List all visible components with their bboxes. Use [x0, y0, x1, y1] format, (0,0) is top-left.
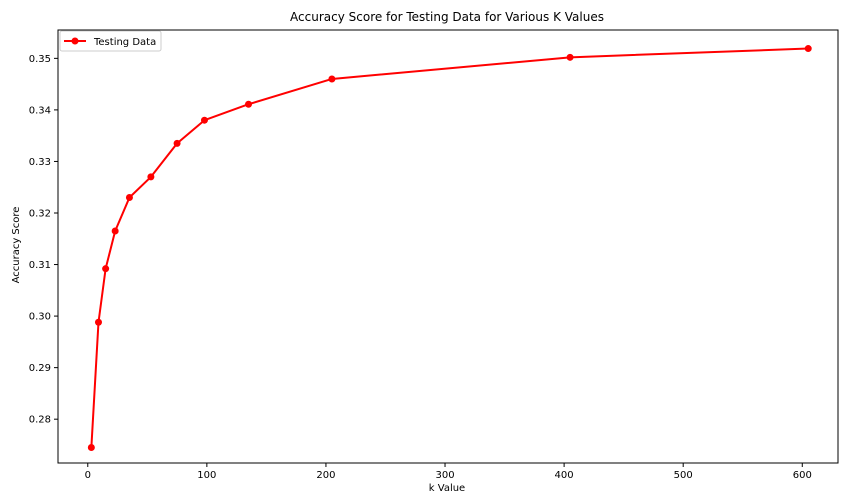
data-point: [804, 45, 812, 53]
y-axis: 0.28 0.29 0.30 0.31 0.32 0.33 0.34 0.35: [29, 54, 58, 426]
series-line: [90, 47, 809, 448]
data-point: [566, 53, 574, 61]
x-tick-label: 0: [85, 470, 91, 481]
chart-title: Accuracy Score for Testing Data for Vari…: [290, 10, 604, 24]
y-tick-label: 0.31: [29, 260, 51, 271]
data-point: [111, 227, 119, 235]
legend-label: Testing Data: [93, 37, 156, 48]
legend: Testing Data: [59, 30, 162, 52]
x-tick-label: 200: [316, 470, 335, 481]
data-point: [245, 100, 253, 108]
data-point: [94, 318, 102, 326]
legend-marker-swatch: [71, 37, 79, 45]
x-tick-label: 500: [674, 470, 693, 481]
x-axis: 0 100 200 300 400 500 600: [85, 463, 812, 481]
plot-frame: [57, 29, 839, 464]
x-tick-label: 100: [197, 470, 216, 481]
data-point: [87, 444, 95, 452]
y-tick-label: 0.35: [29, 54, 51, 65]
legend-box: [59, 30, 162, 52]
y-tick-label: 0.30: [29, 312, 51, 323]
data-point: [200, 116, 208, 124]
y-tick-label: 0.32: [29, 208, 51, 219]
series-layer: [87, 45, 812, 452]
data-point: [328, 75, 336, 83]
data-point: [147, 173, 155, 181]
y-tick-label: 0.34: [29, 105, 51, 116]
x-tick-label: 300: [435, 470, 454, 481]
y-tick-label: 0.28: [29, 415, 51, 426]
y-axis-label: Accuracy Score: [11, 207, 22, 284]
data-point: [173, 139, 181, 147]
plot-area: [57, 29, 839, 464]
x-tick-label: 400: [555, 470, 574, 481]
x-axis-label: k Value: [429, 483, 465, 494]
x-tick-label: 600: [793, 470, 812, 481]
y-tick-label: 0.29: [29, 363, 51, 374]
y-tick-label: 0.33: [29, 157, 51, 168]
data-point: [102, 265, 110, 273]
data-point: [125, 194, 133, 202]
